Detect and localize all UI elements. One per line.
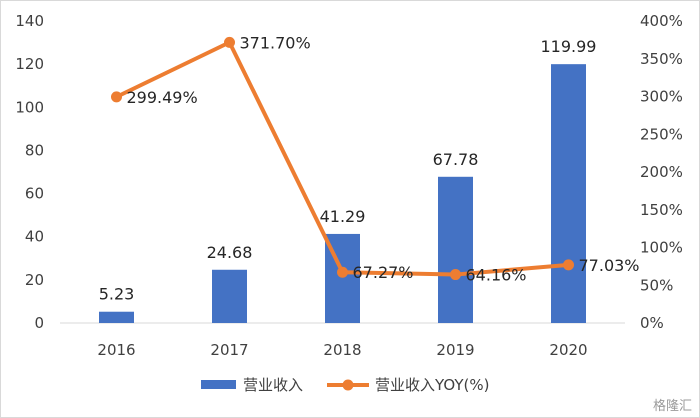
bar-value-label: 5.23 <box>99 285 135 304</box>
watermark-logo: 格隆汇 <box>652 399 692 414</box>
yoy-point-2020 <box>563 259 574 271</box>
bar-2019 <box>438 176 473 323</box>
yoy-value-label: 77.03% <box>579 256 640 275</box>
x-tick-label: 2020 <box>549 341 587 359</box>
y-right-tick-label: 300% <box>640 88 683 106</box>
y-right-tick-label: 0% <box>640 314 664 332</box>
legend-bar-swatch <box>201 380 236 389</box>
x-tick-label: 2019 <box>436 341 474 359</box>
yoy-point-2019 <box>450 269 461 281</box>
y-left-tick-label: 20 <box>25 271 44 289</box>
yoy-value-label: 371.70% <box>240 33 311 52</box>
y-right-tick-label: 200% <box>640 163 683 181</box>
y-left-tick-label: 100 <box>15 98 44 116</box>
bar-value-label: 67.78 <box>433 150 479 169</box>
y-right-tick-label: 250% <box>640 125 683 143</box>
y-right-tick-label: 150% <box>640 201 683 219</box>
bar-2020 <box>551 64 586 323</box>
bar-value-label: 24.68 <box>207 243 253 262</box>
yoy-point-2018 <box>337 266 348 278</box>
y-right-tick-label: 350% <box>640 50 683 68</box>
y-left-tick-label: 40 <box>25 228 44 246</box>
x-tick-label: 2016 <box>97 341 135 359</box>
legend-line-label: 营业收入YOY(%) <box>375 376 489 394</box>
y-right-tick-label: 50% <box>640 276 673 294</box>
x-tick-label: 2018 <box>323 341 361 359</box>
bar-value-label: 119.99 <box>541 37 597 56</box>
yoy-point-2016 <box>111 91 122 103</box>
bar-2017 <box>212 269 247 323</box>
y-left-tick-label: 0 <box>34 314 44 332</box>
legend-line-marker <box>342 379 354 391</box>
y-right-tick-label: 100% <box>640 239 683 257</box>
bar-value-label: 41.29 <box>320 207 366 226</box>
y-left-tick-label: 140 <box>15 12 44 30</box>
yoy-value-label: 67.27% <box>353 263 414 282</box>
yoy-value-label: 299.49% <box>127 88 198 107</box>
y-left-tick-label: 80 <box>25 141 44 159</box>
legend-bar-label: 营业收入 <box>243 376 303 394</box>
y-right-tick-label: 400% <box>640 12 683 30</box>
yoy-value-label: 64.16% <box>466 266 527 285</box>
y-left-tick-label: 120 <box>15 55 44 73</box>
bar-2016 <box>99 311 134 323</box>
y-left-tick-label: 60 <box>25 185 44 203</box>
yoy-point-2017 <box>224 36 235 48</box>
x-tick-label: 2017 <box>210 341 248 359</box>
